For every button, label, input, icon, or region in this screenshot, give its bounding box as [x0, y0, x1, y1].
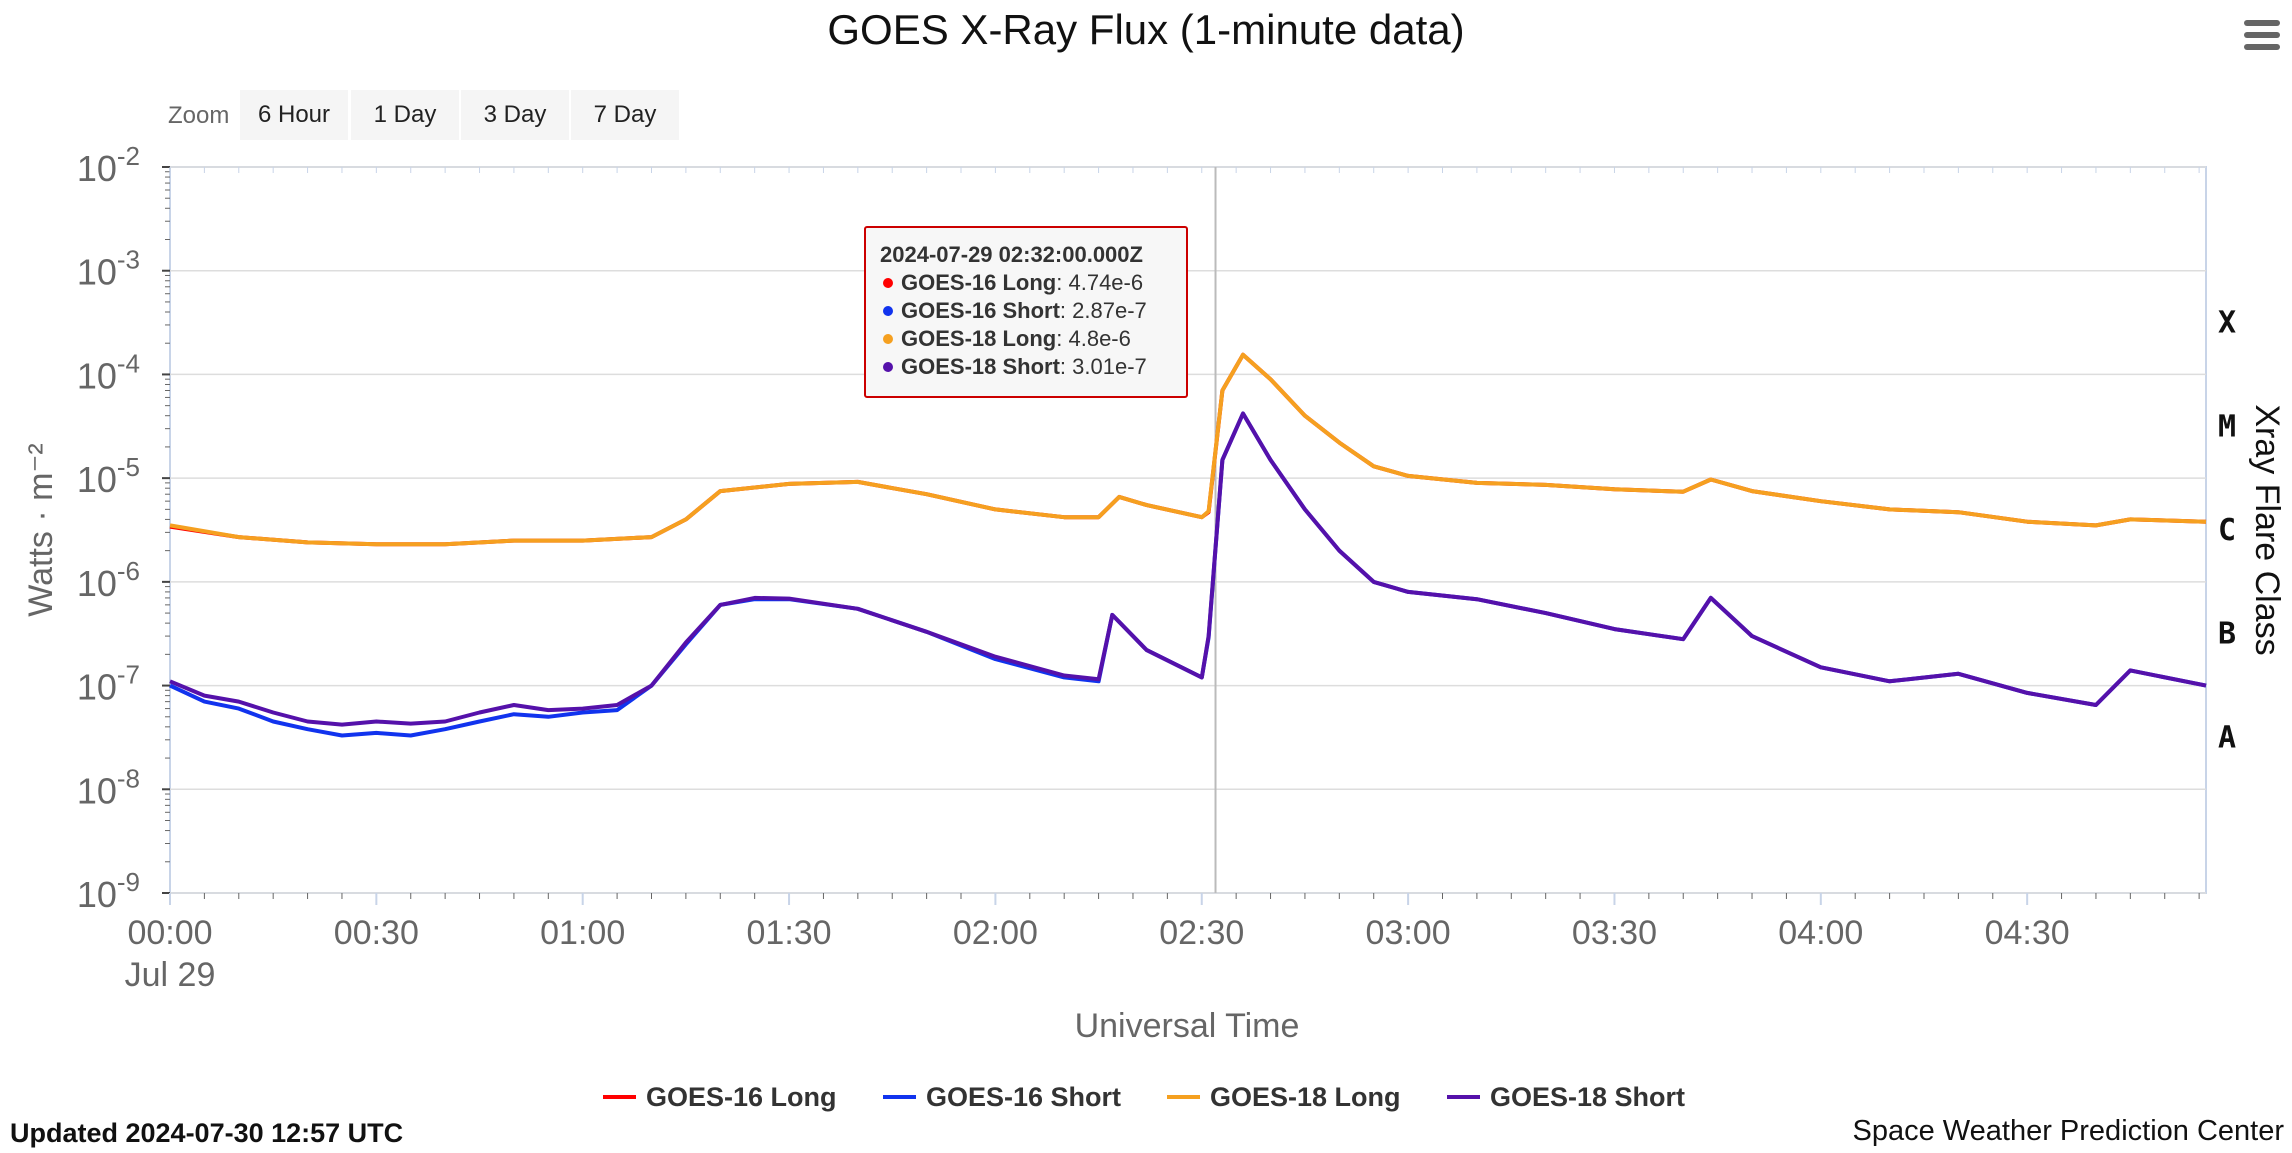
x-tick-label: 02:30	[1159, 914, 1244, 952]
tooltip-series-name: GOES-16 Long	[901, 270, 1056, 295]
x-tick-label: 04:00	[1778, 914, 1863, 952]
legend-label: GOES-18 Short	[1490, 1082, 1685, 1112]
y-tick-label: 10-8	[77, 763, 140, 811]
y-axis-title: Watts · m⁻²	[22, 443, 60, 616]
tooltip-sep: :	[1056, 270, 1068, 295]
credit-text: Space Weather Prediction Center	[1853, 1115, 2285, 1147]
tooltip-row-text: GOES-16 Long: 4.74e-6	[901, 270, 1143, 295]
legend-label: GOES-16 Long	[646, 1082, 837, 1112]
zoom-1-day-button[interactable]: 1 Day	[351, 90, 459, 140]
tooltip-row: GOES-18 Long: 4.8e-6	[883, 326, 1131, 351]
legend-item-goes18-short[interactable]: GOES-18 Short	[1447, 1082, 1685, 1112]
y-tick-label: 10-2	[77, 141, 140, 189]
tooltip-series-value: 2.87e-7	[1072, 298, 1147, 323]
tooltip-series-name: GOES-16 Short	[901, 298, 1061, 323]
x-tick-label: 01:00	[540, 914, 625, 952]
flare-class-label: A	[2218, 720, 2236, 755]
y-tick-label: 10-7	[77, 660, 140, 708]
tooltip-dot-goes18-short	[883, 362, 893, 372]
chart-title: GOES X-Ray Flux (1-minute data)	[827, 6, 1464, 53]
plot-axes: 10-2 10-3 10-4 10-5 10-6 10-7 10-8 10-900:00 Jul…	[77, 141, 2200, 994]
tooltip-row: GOES-16 Short: 2.87e-7	[883, 298, 1147, 323]
legend-item-goes16-long[interactable]: GOES-16 Long	[603, 1082, 837, 1112]
tooltip-row-text: GOES-16 Short: 2.87e-7	[901, 298, 1147, 323]
tooltip-series-value: 4.74e-6	[1068, 270, 1143, 295]
x-tick-label: 02:00	[953, 914, 1038, 952]
zoom-6-hour-label: 6 Hour	[258, 101, 330, 128]
zoom-3-day-label: 3 Day	[484, 101, 547, 128]
x-tick-label: 04:30	[1985, 914, 2070, 952]
y-tick-label: 10-3	[77, 245, 140, 293]
tooltip-row: GOES-18 Short: 3.01e-7	[883, 354, 1147, 379]
chart-legend: GOES-16 Long GOES-16 Short GOES-18 Long …	[603, 1082, 1685, 1112]
tooltip-series-value: 3.01e-7	[1072, 354, 1147, 379]
y2-axis-title: Xray Flare Class	[2248, 404, 2286, 655]
legend-item-goes16-short[interactable]: GOES-16 Short	[883, 1082, 1121, 1112]
updated-timestamp: Updated 2024-07-30 12:57 UTC	[10, 1118, 403, 1148]
zoom-6-hour-button[interactable]: 6 Hour	[240, 90, 348, 140]
flare-class-axis: X M C B A	[2218, 306, 2236, 756]
tooltip-row: GOES-16 Long: 4.74e-6	[883, 270, 1143, 295]
series-line-goes-18-short[interactable]	[169, 411, 2207, 727]
flare-class-label: M	[2218, 409, 2236, 444]
zoom-7-day-button[interactable]: 7 Day	[571, 90, 679, 140]
x-tick-label: 00:30	[334, 914, 419, 952]
zoom-7-day-label: 7 Day	[594, 101, 657, 128]
tooltip-sep: :	[1056, 326, 1068, 351]
tooltip-row-text: GOES-18 Short: 3.01e-7	[901, 354, 1147, 379]
data-tooltip: 2024-07-29 02:32:00.000Z GOES-16 Long: 4…	[864, 226, 1188, 398]
hamburger-menu-icon[interactable]	[2244, 20, 2280, 50]
legend-label: GOES-18 Long	[1210, 1082, 1401, 1112]
plot-series[interactable]	[169, 352, 2207, 738]
zoom-label: Zoom	[168, 102, 229, 129]
tooltip-series-name: GOES-18 Long	[901, 326, 1056, 351]
x-tick-date-label: Jul 29	[125, 956, 216, 994]
series-line-goes-18-long[interactable]	[169, 352, 2207, 547]
x-tick-label: 01:30	[747, 914, 832, 952]
tooltip-dot-goes18-long	[883, 334, 893, 344]
tooltip-dot-goes16-long	[883, 278, 893, 288]
series-line-goes-16-short[interactable]	[169, 411, 2207, 738]
tooltip-sep: :	[1060, 354, 1072, 379]
zoom-3-day-button[interactable]: 3 Day	[461, 90, 569, 140]
tooltip-series-value: 4.8e-6	[1068, 326, 1130, 351]
y-tick-label: 10-5	[77, 452, 140, 500]
flare-class-label: C	[2218, 513, 2236, 548]
x-tick-label: 00:00	[127, 914, 212, 952]
tooltip-dot-goes16-short	[883, 306, 893, 316]
tooltip-sep: :	[1060, 298, 1072, 323]
tooltip-series-name: GOES-18 Short	[901, 354, 1061, 379]
y-tick-label: 10-9	[77, 867, 140, 915]
x-tick-label: 03:30	[1572, 914, 1657, 952]
legend-label: GOES-16 Short	[926, 1082, 1121, 1112]
flare-class-label: B	[2218, 617, 2236, 652]
x-axis-title: Universal Time	[1075, 1007, 1300, 1045]
legend-item-goes18-long[interactable]: GOES-18 Long	[1167, 1082, 1401, 1112]
zoom-1-day-label: 1 Day	[374, 101, 437, 128]
flare-class-label: X	[2218, 306, 2236, 341]
tooltip-time: 2024-07-29 02:32:00.000Z	[880, 242, 1143, 267]
y-tick-label: 10-6	[77, 556, 140, 604]
x-tick-label: 03:00	[1366, 914, 1451, 952]
tooltip-row-text: GOES-18 Long: 4.8e-6	[901, 326, 1131, 351]
y-tick-label: 10-4	[77, 348, 140, 396]
